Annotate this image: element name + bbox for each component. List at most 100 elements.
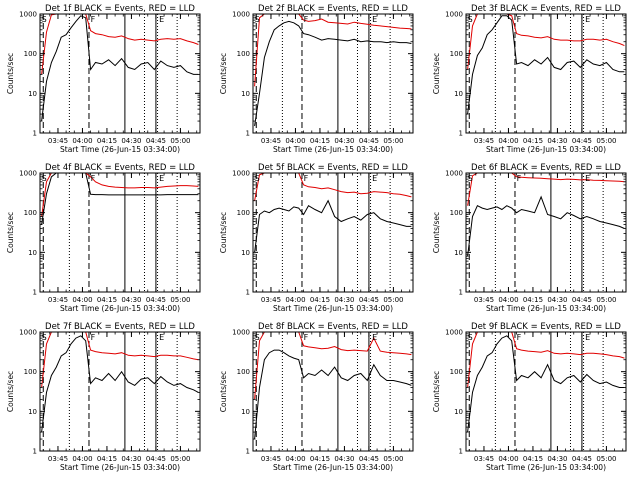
chart-panel-7: Det 7f BLACK = Events, RED = LLD 1 10 100 10…	[6, 322, 201, 472]
y-tick-label: 10	[241, 90, 250, 98]
y-tick-label: 1	[459, 130, 463, 138]
interval-marker: E	[585, 174, 590, 183]
x-tick-label: 04:00	[285, 137, 305, 145]
events-series	[41, 15, 199, 122]
lld-series	[254, 172, 412, 201]
chart-panel-9: Det 9f BLACK = Events, RED = LLD 1 10 100 10…	[432, 322, 627, 472]
chart-title: Det 2f BLACK = Events, RED = LLD	[258, 4, 408, 14]
x-tick-label: 05:00	[596, 455, 616, 463]
y-tick-label: 1000	[445, 329, 463, 337]
x-tick-label: 03:45	[48, 137, 68, 145]
y-tick-label: 100	[450, 209, 463, 217]
x-tick-label: 03:45	[474, 137, 494, 145]
x-tick-label: 04:15	[97, 137, 117, 145]
x-tick-label: 04:30	[121, 296, 141, 304]
x-axis-label: Start Time (26-Jun-15 03:34:00)	[486, 145, 606, 154]
x-tick-label: 04:00	[285, 296, 305, 304]
lld-series	[41, 13, 199, 75]
lld-series	[467, 172, 625, 206]
plot-frame	[252, 13, 414, 134]
chart-title: Det 4f BLACK = Events, RED = LLD	[45, 163, 195, 173]
x-tick-label: 04:30	[547, 455, 567, 463]
y-axis-label: Counts/sec	[219, 371, 228, 412]
plot-frame	[39, 331, 201, 452]
chart-title: Det 3f BLACK = Events, RED = LLD	[471, 4, 621, 14]
interval-marker: F	[304, 15, 309, 24]
y-tick-label: 1	[33, 130, 37, 138]
chart-title: Det 5f BLACK = Events, RED = LLD	[258, 163, 408, 173]
chart-panel-1: Det 1f BLACK = Events, RED = LLD 1 10 100 10…	[6, 4, 201, 154]
lld-series	[41, 331, 199, 388]
events-series	[467, 15, 625, 115]
y-axis-label: Counts/sec	[219, 212, 228, 253]
x-tick-label: 04:15	[523, 455, 543, 463]
y-tick-label: 100	[450, 50, 463, 58]
y-axis-label: Counts/sec	[219, 53, 228, 94]
y-tick-label: 10	[28, 408, 37, 416]
events-series	[467, 335, 625, 433]
x-tick-label: 04:45	[572, 296, 592, 304]
x-tick-label: 04:45	[146, 137, 166, 145]
interval-marker: F	[304, 333, 309, 342]
y-tick-label: 1	[33, 289, 37, 297]
x-tick-label: 04:45	[359, 137, 379, 145]
x-tick-label: 04:45	[359, 455, 379, 463]
plot-frame	[252, 331, 414, 452]
interval-marker: S	[255, 15, 260, 24]
interval-marker: S	[255, 174, 260, 183]
x-tick-label: 04:15	[523, 296, 543, 304]
x-tick-label: 03:45	[261, 137, 281, 145]
events-series	[41, 335, 199, 433]
y-tick-label: 10	[241, 408, 250, 416]
x-tick-label: 04:00	[72, 455, 92, 463]
x-tick-label: 03:45	[48, 455, 68, 463]
interval-marker: E	[585, 15, 590, 24]
y-axis-label: Counts/sec	[432, 371, 441, 412]
lld-series	[254, 13, 412, 87]
y-tick-label: 100	[24, 50, 37, 58]
y-tick-label: 1000	[232, 170, 250, 178]
x-tick-label: 05:00	[596, 137, 616, 145]
x-tick-label: 04:15	[97, 455, 117, 463]
y-tick-label: 10	[454, 90, 463, 98]
x-tick-label: 04:15	[97, 296, 117, 304]
x-tick-label: 04:30	[334, 455, 354, 463]
interval-marker: F	[91, 174, 96, 183]
chart-panel-8: Det 8f BLACK = Events, RED = LLD 1 10 100 10…	[219, 322, 414, 472]
x-axis-label: Start Time (26-Jun-15 03:34:00)	[60, 463, 180, 472]
x-axis-label: Start Time (26-Jun-15 03:34:00)	[60, 145, 180, 154]
interval-marker: S	[42, 15, 47, 24]
x-tick-label: 04:00	[285, 455, 305, 463]
interval-marker: F	[91, 15, 96, 24]
interval-marker: E	[585, 333, 590, 342]
y-tick-label: 1000	[19, 329, 37, 337]
y-tick-label: 100	[24, 209, 37, 217]
chart-panel-3: Det 3f BLACK = Events, RED = LLD 1 10 100 10…	[432, 4, 627, 154]
interval-marker: F	[304, 174, 309, 183]
chart-panel-5: Det 5f BLACK = Events, RED = LLD 1 10 100 10…	[219, 163, 414, 313]
x-tick-label: 04:45	[146, 455, 166, 463]
x-tick-label: 04:15	[310, 296, 330, 304]
interval-marker: S	[468, 333, 473, 342]
x-axis-label: Start Time (26-Jun-15 03:34:00)	[486, 304, 606, 313]
interval-marker: S	[42, 174, 47, 183]
y-tick-label: 100	[24, 368, 37, 376]
y-axis-label: Counts/sec	[6, 212, 15, 253]
x-tick-label: 04:00	[72, 137, 92, 145]
x-tick-label: 04:15	[310, 137, 330, 145]
lld-series	[467, 331, 625, 388]
y-tick-label: 1000	[232, 329, 250, 337]
y-tick-label: 1	[33, 448, 37, 456]
y-tick-label: 1	[246, 448, 250, 456]
interval-marker: E	[159, 174, 164, 183]
y-tick-label: 100	[237, 50, 250, 58]
x-tick-label: 05:00	[170, 455, 190, 463]
interval-marker: E	[159, 15, 164, 24]
y-tick-label: 1000	[232, 11, 250, 19]
x-tick-label: 04:45	[359, 296, 379, 304]
interval-marker: E	[159, 333, 164, 342]
chart-title: Det 7f BLACK = Events, RED = LLD	[45, 322, 195, 332]
x-tick-label: 04:30	[334, 137, 354, 145]
chart-panel-4: Det 4f BLACK = Events, RED = LLD 1 10 100 10…	[6, 163, 201, 313]
